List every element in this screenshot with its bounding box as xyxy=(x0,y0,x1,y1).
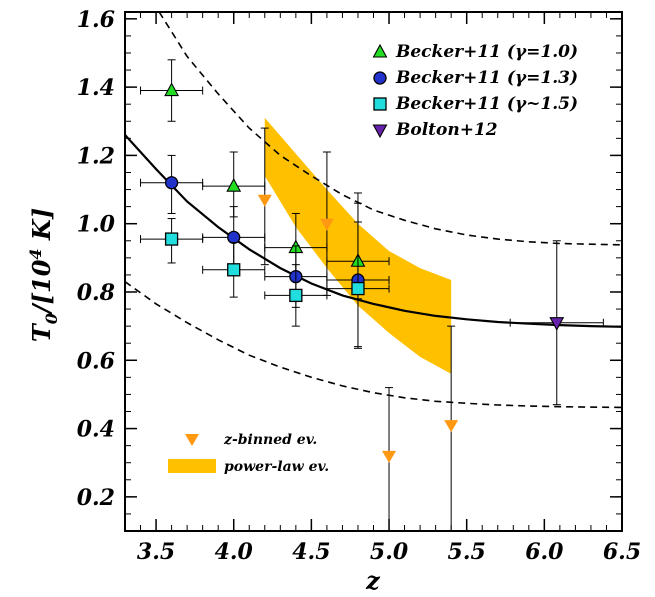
legend-marker-square xyxy=(373,97,387,111)
data-point-square xyxy=(227,263,241,277)
data-point-triangle-down-small xyxy=(444,420,459,433)
legend-bottom: z-binned ev. power-law ev. xyxy=(168,432,329,475)
plot-area xyxy=(125,12,622,531)
legend-label: z-binned ev. xyxy=(223,432,317,448)
y-tick-labels: 0.2 0.4 0.6 0.8 1.0 1.2 1.4 1.6 xyxy=(77,7,116,511)
y-tick-label: 1.6 xyxy=(77,7,115,33)
y-tick-label: 1.2 xyxy=(77,143,115,169)
data-point-triangle-up xyxy=(164,82,180,97)
legend: Becker+11 (γ=1.0) Becker+11 (γ=1.3) Becker… xyxy=(372,42,578,140)
y-tick-label: 0.8 xyxy=(77,280,115,306)
x-tick-label: 5.0 xyxy=(370,539,409,565)
legend-marker-triangle-up xyxy=(372,43,388,58)
model-curve-dashed-2 xyxy=(125,281,622,409)
legend-label: Becker+11 (γ~1.5) xyxy=(395,94,578,114)
y-axis-title-sub: 0 xyxy=(42,313,61,324)
legend-label: Becker+11 (γ=1.0) xyxy=(395,42,578,62)
x-tick-label: 6.5 xyxy=(603,539,641,565)
y-tick-label: 0.2 xyxy=(77,485,115,511)
data-point-circle xyxy=(227,230,241,245)
data-point-triangle-down-small xyxy=(382,450,397,463)
y-axis-title: T0/[104 K] xyxy=(26,208,61,342)
axis-ticks xyxy=(124,12,623,532)
x-tick-label: 6.0 xyxy=(525,539,564,565)
data-point-square xyxy=(164,232,179,246)
y-axis-title-tail: K] xyxy=(27,208,56,249)
legend-band-swatch xyxy=(168,459,216,473)
y-tick-label: 1.0 xyxy=(77,212,116,238)
data-point-triangle-down-small xyxy=(257,194,272,207)
x-tick-label: 4.0 xyxy=(215,539,254,565)
legend-label: Becker+11 (γ=1.3) xyxy=(395,68,578,88)
y-tick-label: 1.4 xyxy=(77,75,115,101)
model-curve-solid-0 xyxy=(125,134,622,328)
y-tick-label: 0.6 xyxy=(77,348,115,374)
y-axis-title-main: T xyxy=(27,322,56,342)
x-tick-label: 4.5 xyxy=(292,539,330,565)
legend-marker-circle xyxy=(373,71,387,85)
y-axis-title-sup: 4 xyxy=(26,248,45,259)
x-tick-label: 5.5 xyxy=(448,539,486,565)
y-tick-label: 0.4 xyxy=(77,417,115,443)
x-tick-labels: 3.5 4.0 4.5 5.0 5.5 6.0 6.5 xyxy=(137,539,641,565)
data-point-circle xyxy=(164,176,179,190)
data-point-triangle-up xyxy=(226,177,242,192)
y-axis-title-rest: /[10 xyxy=(27,259,56,315)
data-point-triangle-down xyxy=(549,317,565,331)
data-point-square xyxy=(289,288,303,303)
legend-marker-triangle-down xyxy=(372,124,388,139)
data-point-square xyxy=(351,281,365,296)
legend-label: power-law ev. xyxy=(224,459,329,475)
legend-label: Bolton+12 xyxy=(395,120,498,140)
model-curve-dashed-1 xyxy=(158,12,622,246)
x-axis-title: z xyxy=(365,566,381,595)
data-point-triangle-down-small xyxy=(319,218,334,231)
x-tick-label: 3.5 xyxy=(137,539,175,565)
legend-marker-triangle-down-small xyxy=(185,434,199,446)
